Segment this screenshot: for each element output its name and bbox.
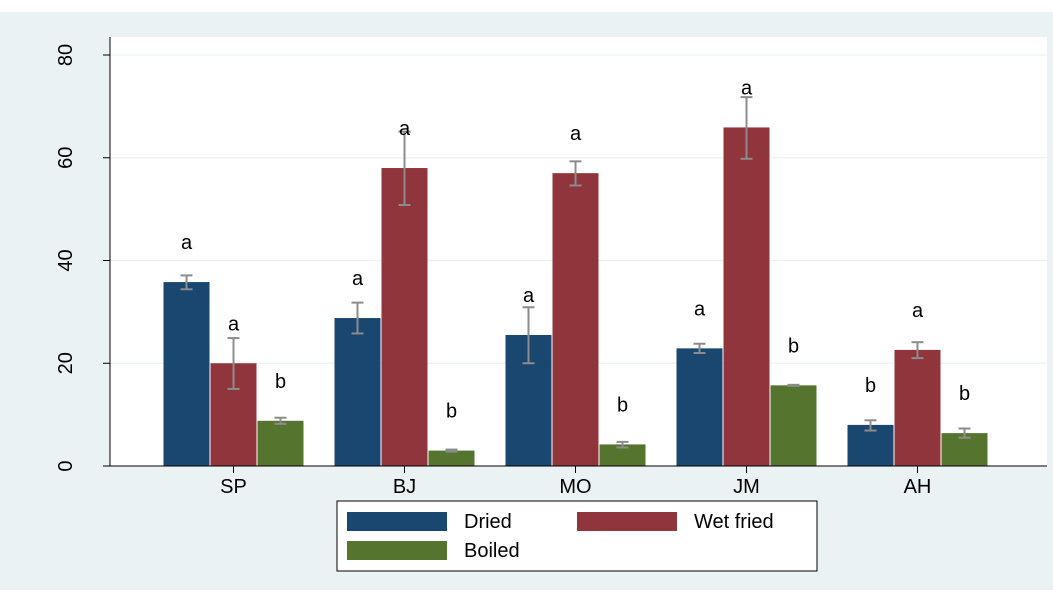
outer-white-margin (0, 0, 1053, 12)
axes: 0 20 40 60 80 SP BJ MO JM AH (55, 37, 1047, 498)
significance-letter: b (788, 335, 799, 357)
bar (381, 168, 428, 466)
bar (599, 444, 646, 466)
bar (552, 173, 599, 466)
significance-letter: a (912, 300, 924, 322)
significance-letter: a (181, 232, 193, 254)
bar (894, 349, 941, 466)
error-bars (180, 96, 971, 453)
significance-letter: b (959, 383, 970, 405)
y-tick-label: 0 (55, 460, 77, 471)
significance-letter: a (399, 118, 411, 140)
legend-label: Dried (464, 511, 512, 533)
y-tick-label: 60 (55, 147, 77, 169)
bar (723, 127, 770, 466)
bar (334, 318, 381, 466)
significance-letter: a (694, 298, 706, 320)
significance-letters: a a b a a b a a b a a b b a b (181, 77, 970, 422)
legend-swatch (577, 512, 677, 531)
bar (770, 385, 817, 466)
bar (257, 420, 304, 466)
legend-label: Boiled (464, 540, 520, 562)
significance-letter: a (741, 77, 753, 99)
x-tick-label: MO (559, 476, 591, 498)
x-tick-label: AH (904, 476, 932, 498)
legend-label: Wet fried (694, 511, 774, 533)
x-tick-label: BJ (393, 476, 416, 498)
bar (428, 450, 475, 466)
legend: Dried Wet fried Boiled (336, 500, 818, 572)
significance-letter: a (352, 268, 364, 290)
significance-letter: a (570, 123, 582, 145)
significance-letter: b (617, 394, 628, 416)
bar (847, 424, 894, 466)
legend-swatch (347, 512, 447, 531)
x-tick-label: SP (220, 476, 247, 498)
bars (163, 127, 988, 466)
legend-swatch (347, 541, 447, 560)
significance-letter: b (275, 371, 286, 393)
bar (676, 348, 723, 466)
significance-letter: b (865, 375, 876, 397)
x-tick-label: JM (733, 476, 760, 498)
significance-letter: b (446, 401, 457, 423)
significance-letter: a (523, 285, 535, 307)
significance-letter: a (228, 313, 240, 335)
bar (163, 282, 210, 466)
y-tick-label: 40 (55, 249, 77, 271)
y-tick-label: 20 (55, 352, 77, 374)
y-tick-label: 80 (55, 44, 77, 66)
